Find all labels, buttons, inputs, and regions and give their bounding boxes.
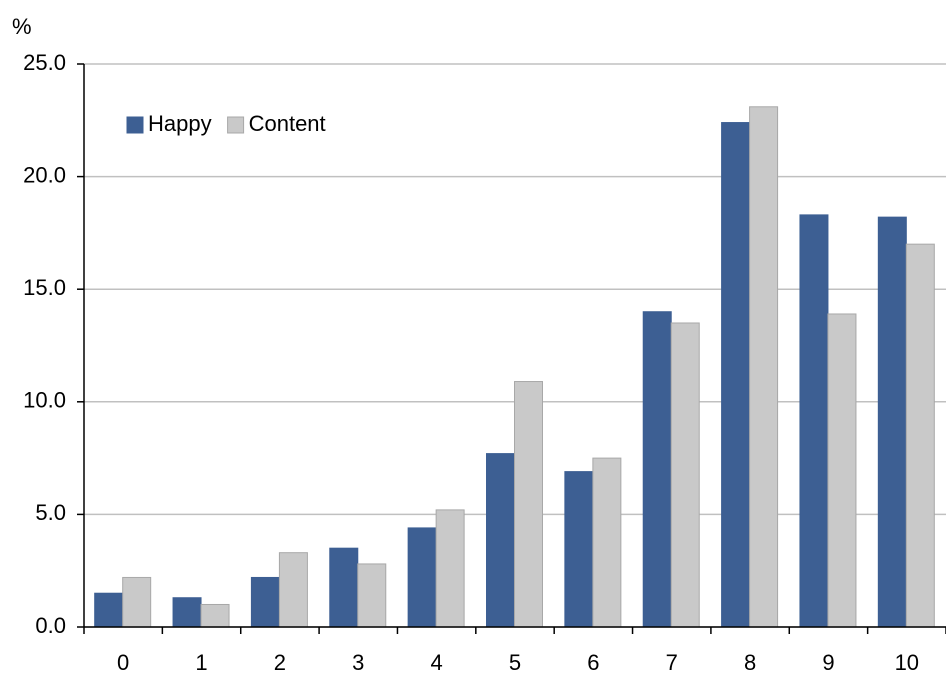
bar: [721, 122, 751, 628]
legend-swatch: [227, 116, 245, 134]
bar: [749, 106, 779, 628]
y-tick-label: 20.0: [23, 162, 66, 187]
bar: [514, 381, 543, 628]
bar: [827, 313, 857, 628]
bar: [94, 592, 124, 628]
y-axis-label: %: [12, 14, 32, 39]
x-tick-label: 10: [895, 650, 919, 675]
bar: [486, 453, 515, 628]
bar: [329, 547, 359, 628]
y-tick-label: 10.0: [23, 388, 66, 413]
y-tick-label: 25.0: [23, 50, 66, 75]
bar: [122, 576, 152, 628]
x-tick-label: 9: [822, 650, 834, 675]
x-tick-label: 1: [195, 650, 207, 675]
bar: [250, 576, 280, 628]
legend-label: Content: [249, 111, 326, 136]
bar: [642, 311, 672, 628]
legend-swatch: [126, 116, 144, 134]
bar: [278, 552, 308, 628]
bar: [200, 603, 230, 628]
bar: [564, 471, 594, 628]
legend-label: Happy: [148, 111, 212, 136]
bar: [592, 457, 622, 628]
x-tick-label: 6: [587, 650, 599, 675]
bar: [172, 597, 202, 628]
bar: [407, 527, 437, 628]
x-tick-label: 8: [744, 650, 756, 675]
x-tick-label: 4: [431, 650, 443, 675]
bar: [799, 214, 829, 628]
bar: [670, 322, 700, 628]
bar: [877, 216, 907, 628]
y-tick-label: 0.0: [35, 613, 66, 638]
x-tick-label: 3: [352, 650, 364, 675]
y-tick-label: 5.0: [35, 500, 66, 525]
x-tick-label: 5: [509, 650, 521, 675]
x-tick-label: 2: [274, 650, 286, 675]
bar: [357, 563, 387, 628]
x-tick-label: 0: [117, 650, 129, 675]
x-tick-label: 7: [666, 650, 678, 675]
bar: [905, 243, 935, 628]
bar: [435, 509, 465, 628]
y-tick-label: 15.0: [23, 275, 66, 300]
